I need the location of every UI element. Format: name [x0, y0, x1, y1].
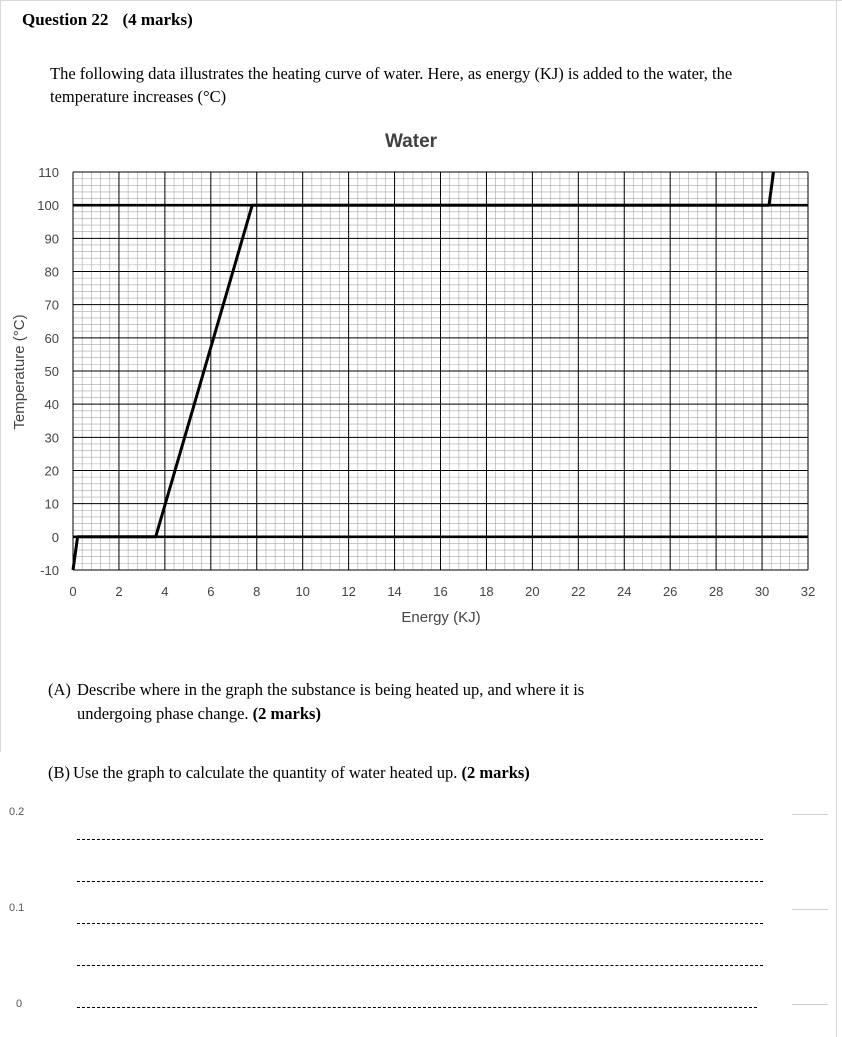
x-tick-label: 30 [755, 584, 769, 599]
x-tick-label: 18 [479, 584, 493, 599]
page-border-left [0, 0, 1, 752]
part-a-line1: Describe where in the graph the substanc… [77, 680, 585, 699]
part-b: (B) Use the graph to calculate the quanti… [48, 761, 530, 785]
side-axis-tick: 0.1 [9, 902, 25, 914]
question-header: Question 22 (4 marks) [22, 10, 193, 30]
chart-title: Water [385, 131, 438, 152]
part-a-marks: (2 marks) [252, 704, 321, 723]
y-tick-label: 10 [45, 497, 59, 512]
y-tick-label: 50 [45, 364, 59, 379]
y-tick-label: 0 [52, 530, 59, 545]
side-rule [792, 909, 828, 910]
y-tick-label: -10 [40, 563, 59, 578]
x-tick-label: 14 [387, 584, 401, 599]
x-tick-label: 20 [525, 584, 539, 599]
y-tick-labels: -10 0 10 20 30 40 50 60 70 80 90 100 110 [37, 165, 59, 578]
side-axis-tick: 0.2 [9, 806, 25, 818]
x-tick-label: 16 [433, 584, 447, 599]
y-tick-label: 80 [45, 265, 59, 280]
part-b-text: Use the graph to calculate the quantity … [73, 763, 458, 782]
question-title: Question 22 [22, 10, 109, 29]
question-marks: (4 marks) [122, 10, 193, 29]
x-tick-label: 28 [709, 584, 723, 599]
y-tick-label: 110 [38, 165, 59, 180]
page-border-top [0, 0, 842, 1]
answer-line [77, 965, 763, 966]
y-tick-label: 60 [45, 331, 59, 346]
part-b-label: (B) [48, 763, 70, 782]
y-tick-label: 40 [45, 397, 59, 412]
x-tick-label: 0 [69, 584, 76, 599]
x-tick-label: 6 [207, 584, 214, 599]
side-rule [792, 814, 828, 815]
part-a-label: (A) [48, 680, 71, 699]
series-line [71, 171, 775, 571]
answer-line [77, 1007, 757, 1008]
x-tick-label: 4 [161, 584, 168, 599]
x-tick-label: 24 [617, 584, 631, 599]
answer-line [77, 839, 763, 840]
side-rule [792, 1004, 828, 1005]
part-b-marks: (2 marks) [461, 763, 530, 782]
y-tick-label: 20 [45, 464, 59, 479]
series-lines [71, 171, 775, 571]
x-tick-label: 2 [115, 584, 122, 599]
y-tick-label: 90 [45, 231, 59, 246]
page-border-right [836, 0, 837, 1037]
x-tick-label: 32 [801, 584, 815, 599]
x-axis-label: Energy (KJ) [401, 609, 480, 626]
x-tick-label: 22 [571, 584, 585, 599]
x-tick-labels: 0 2 4 6 8 10 12 14 16 18 20 22 24 26 28 30 32 [69, 584, 815, 599]
answer-line [77, 881, 763, 882]
answer-line [77, 923, 763, 924]
part-a-line2: undergoing phase change. (2 marks) [77, 702, 321, 726]
side-axis-tick: 0 [16, 998, 23, 1010]
part-a-line2-text: undergoing phase change. [77, 704, 249, 723]
y-tick-label: 70 [45, 298, 59, 313]
heating-curve-chart: Water 0 2 4 6 8 10 12 14 16 18 20 22 24 26 28 30 32 -100… [11, 131, 815, 626]
intro-text: The following data illustrates the heati… [50, 64, 733, 106]
x-tick-label: 8 [253, 584, 260, 599]
y-tick-label: 100 [37, 198, 59, 213]
x-tick-label: 12 [341, 584, 355, 599]
x-tick-label: 10 [295, 584, 309, 599]
y-tick-label: 30 [45, 430, 59, 445]
x-tick-label: 26 [663, 584, 677, 599]
y-axis-label: Temperature (°C) [11, 314, 28, 429]
